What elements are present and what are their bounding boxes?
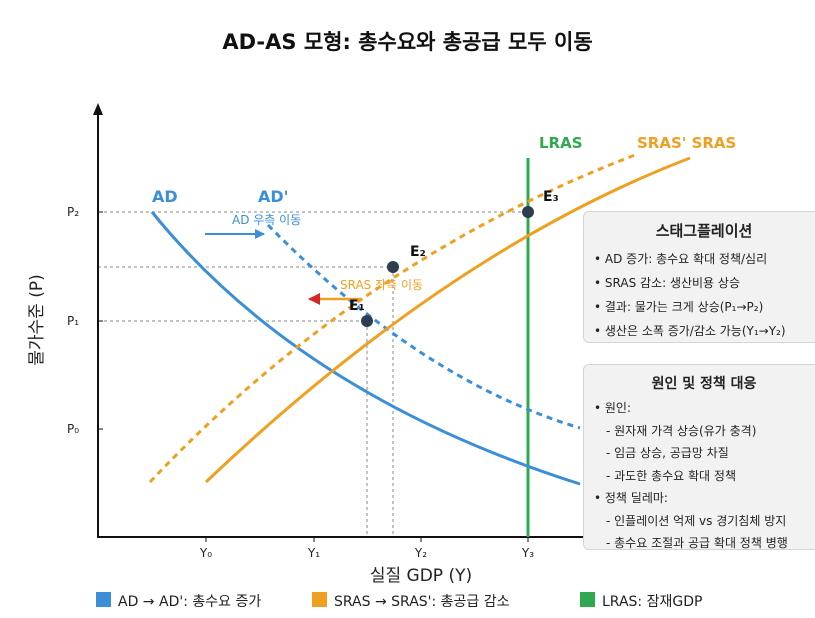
sras-shift-annotation: SRAS 좌측 이동 xyxy=(340,278,423,292)
x-tick-marks xyxy=(205,537,529,542)
list-item: • 원인: xyxy=(594,401,632,415)
point-e1-label: E₁ xyxy=(349,298,365,314)
x-tick-y3: Y₃ xyxy=(521,546,534,560)
point-e3 xyxy=(522,206,534,218)
legend-swatch-lras xyxy=(580,592,595,607)
y-tick-p1: P₁ xyxy=(67,314,79,328)
y-tick-marks xyxy=(98,211,103,430)
x-tick-y0: Y₀ xyxy=(199,546,212,560)
list-item: - 임금 상승, 공급망 차질 xyxy=(606,446,729,460)
sras-curve xyxy=(204,156,691,484)
list-item: • 정책 딜레마: xyxy=(594,491,668,505)
legend-label-lras: LRAS: 잠재GDP xyxy=(602,594,703,610)
legend-swatch-sras xyxy=(312,592,327,607)
list-item: - 원자재 가격 상승(유가 충격) xyxy=(606,423,757,438)
point-e2-label: E₂ xyxy=(410,244,426,260)
x-tick-y1: Y₁ xyxy=(307,546,320,560)
cause-policy-box: 원인 및 정책 대응 • 원인: - 원자재 가격 상승(유가 충격) - 임금… xyxy=(583,364,815,550)
list-item: • AD 증가: 총수요 확대 정책/심리 xyxy=(594,252,768,266)
cause-box-title: 원인 및 정책 대응 xyxy=(651,376,757,392)
list-item: • 생산은 소폭 증가/감소 가능(Y₁→Y₂) xyxy=(594,324,786,338)
legend-swatch-ad xyxy=(96,592,111,607)
ad-label: AD xyxy=(152,187,178,206)
sras-label: SRAS' SRAS xyxy=(637,134,736,152)
lras-label: LRAS xyxy=(539,134,583,152)
y-tick-p0: P₀ xyxy=(67,422,79,436)
sras-prime-curve xyxy=(148,153,636,484)
stagflation-list: • AD 증가: 총수요 확대 정책/심리 • SRAS 감소: 생산비용 상승… xyxy=(594,247,814,343)
list-item: - 총수요 조절과 공급 확대 정책 병행 xyxy=(606,536,788,550)
legend-label-sras: SRAS → SRAS': 총공급 감소 xyxy=(334,594,510,610)
ad-curve xyxy=(150,211,581,486)
point-e3-label: E₃ xyxy=(543,189,559,205)
ad-prime-curve xyxy=(266,223,581,430)
y-axis-label: 물가수준 (P) xyxy=(27,274,47,365)
list-item: • 결과: 물가는 크게 상승(P₁→P₂) xyxy=(594,300,764,314)
guide-lines xyxy=(98,211,528,537)
point-e1 xyxy=(361,315,373,327)
legend-label-ad: AD → AD': 총수요 증가 xyxy=(118,594,262,610)
x-axis-label: 실질 GDP (Y) xyxy=(370,566,472,586)
list-item: - 인플레이션 억제 vs 경기침체 방지 xyxy=(606,513,787,528)
cause-list: • 원인: - 원자재 가격 상승(유가 충격) - 임금 상승, 공급망 차질… xyxy=(594,397,814,555)
stagflation-box-title: 스태그플레이션 xyxy=(655,222,753,240)
x-tick-y2: Y₂ xyxy=(414,546,427,560)
y-tick-p2: P₂ xyxy=(67,205,79,219)
list-item: - 과도한 총수요 확대 정책 xyxy=(606,468,736,483)
list-item: • SRAS 감소: 생산비용 상승 xyxy=(594,276,740,290)
point-e2 xyxy=(387,261,399,273)
stagflation-info-box: 스태그플레이션 • AD 증가: 총수요 확대 정책/심리 • SRAS 감소:… xyxy=(583,211,815,343)
ad-shift-annotation: AD 우측 이동 xyxy=(232,213,301,227)
chart-title: AD-AS 모형: 총수요와 총공급 모두 이동 xyxy=(222,30,593,54)
y-axis-arrow xyxy=(93,103,103,115)
ad-prime-label: AD' xyxy=(258,187,289,206)
